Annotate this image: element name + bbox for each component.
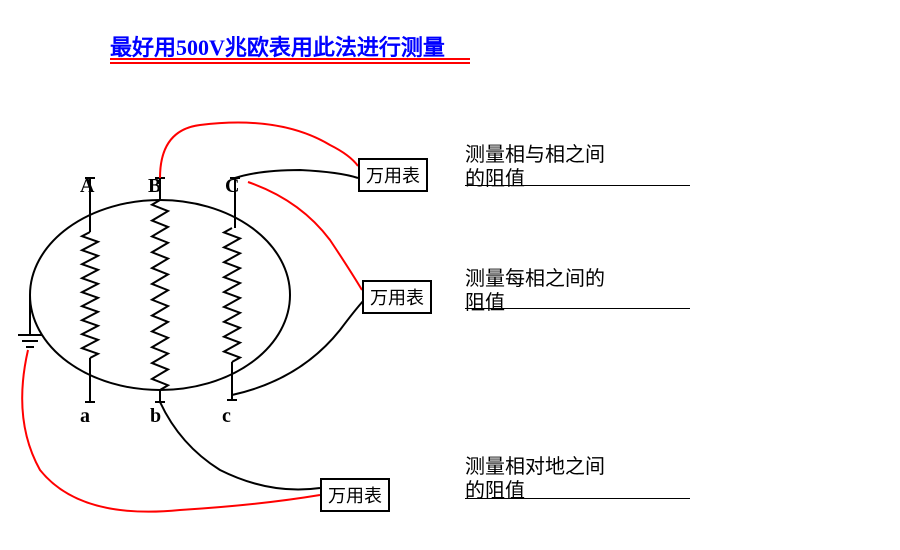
diagram-svg [0, 0, 900, 550]
multimeter-1: 万用表 [358, 158, 428, 192]
terminal-lines [85, 178, 240, 402]
multimeter-3: 万用表 [320, 478, 390, 512]
measurement-1-underline [465, 185, 690, 186]
terminal-C: C [225, 175, 239, 198]
measurement-2-underline [465, 308, 690, 309]
measurement-2-line2: 阻值 [465, 286, 505, 315]
terminal-A: A [80, 175, 94, 198]
terminal-B: B [148, 175, 161, 198]
measurement-1-line2: 的阻值 [465, 162, 525, 191]
terminal-a: a [80, 405, 90, 428]
multimeter-2: 万用表 [362, 280, 432, 314]
terminal-b: b [150, 405, 161, 428]
measurement-3-underline [465, 498, 690, 499]
wires [22, 123, 364, 512]
ground-symbol [18, 295, 42, 347]
terminal-c: c [222, 405, 231, 428]
coils [82, 200, 240, 390]
